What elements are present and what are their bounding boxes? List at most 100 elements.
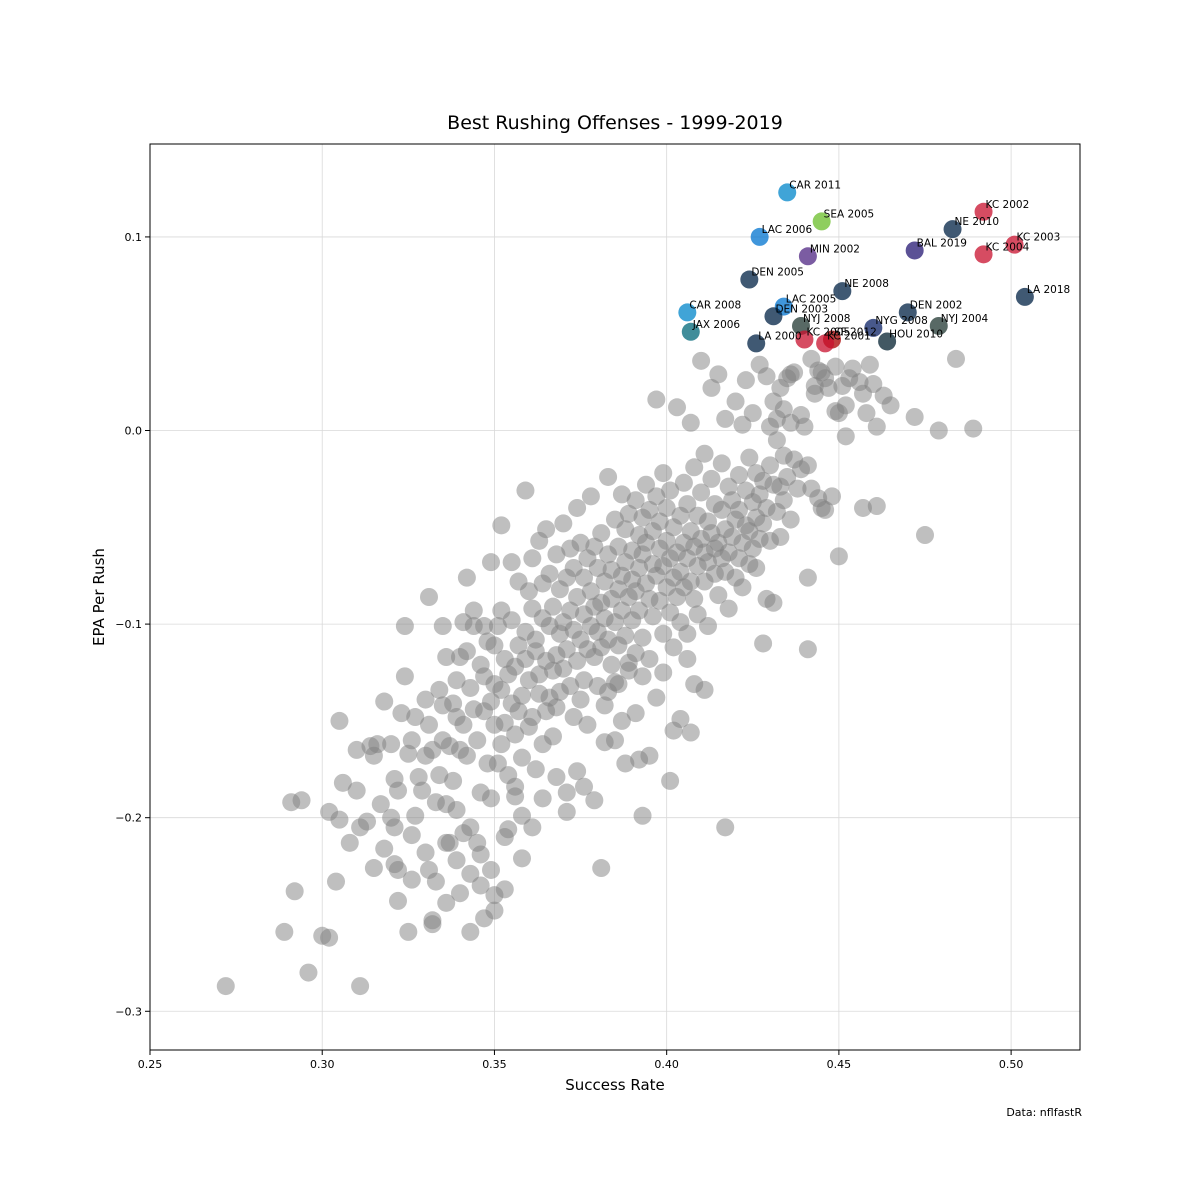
background-point <box>557 640 576 659</box>
background-point <box>819 378 838 397</box>
background-point <box>413 781 432 800</box>
background-point <box>619 661 638 680</box>
background-point <box>568 498 587 517</box>
background-point <box>964 419 983 438</box>
background-point <box>492 680 511 699</box>
background-point <box>547 768 566 787</box>
background-point <box>681 572 700 591</box>
background-point <box>402 731 421 750</box>
background-point <box>540 564 559 583</box>
background-point <box>647 390 666 409</box>
background-point <box>843 359 862 378</box>
background-point <box>678 649 697 668</box>
background-point <box>602 655 621 674</box>
background-point <box>633 667 652 686</box>
background-point <box>426 872 445 891</box>
background-point <box>547 545 566 564</box>
background-point <box>554 659 573 678</box>
background-point <box>471 845 490 864</box>
background-point <box>588 558 607 577</box>
background-point <box>482 692 500 711</box>
background-point <box>454 824 473 843</box>
background-point <box>719 477 738 496</box>
background-point <box>778 467 797 486</box>
background-point <box>519 582 538 601</box>
background-point <box>320 928 339 947</box>
background-point <box>409 768 428 787</box>
highlighted-point-label: DEN 2005 <box>751 267 804 279</box>
background-point <box>678 495 697 514</box>
background-point <box>554 514 573 533</box>
background-point <box>606 731 624 750</box>
background-point <box>798 568 817 587</box>
highlighted-point-label: KC 2004 <box>986 241 1030 253</box>
background-point <box>492 735 511 754</box>
background-point <box>647 688 666 707</box>
background-point <box>557 802 576 821</box>
background-point <box>867 497 886 516</box>
highlighted-point <box>833 282 852 301</box>
background-point <box>416 690 435 709</box>
background-point <box>557 783 576 802</box>
background-point <box>440 833 459 852</box>
background-point <box>513 748 531 767</box>
background-point <box>657 498 676 517</box>
background-point <box>661 771 680 790</box>
background-point <box>457 746 476 765</box>
background-point <box>788 479 807 498</box>
background-point <box>764 593 783 612</box>
background-point <box>340 833 359 852</box>
background-point <box>430 680 449 699</box>
background-point <box>382 735 401 754</box>
background-point <box>640 649 659 668</box>
background-point <box>451 884 469 903</box>
background-point <box>650 512 669 531</box>
y-axis-label: EPA Per Rush <box>90 548 108 646</box>
highlighted-point <box>750 227 769 246</box>
background-point <box>488 617 507 636</box>
background-point <box>712 454 731 473</box>
background-point <box>836 396 855 415</box>
background-point <box>389 860 407 879</box>
background-point <box>785 363 804 382</box>
background-point <box>430 766 449 785</box>
y-tick-label: −0.2 <box>115 812 142 825</box>
background-point <box>444 771 463 790</box>
highlighted-point-label: NE 2008 <box>844 278 889 290</box>
highlighted-point <box>878 332 897 351</box>
highlighted-point-label: HOU 2010 <box>889 328 943 340</box>
background-point <box>347 740 366 759</box>
background-point <box>685 589 704 608</box>
highlighted-point <box>929 316 948 335</box>
background-point <box>526 760 545 779</box>
background-point <box>513 686 531 705</box>
highlighted-point-label: KC 2002 <box>986 199 1030 211</box>
highlighted-point <box>943 220 962 239</box>
background-point <box>492 516 511 535</box>
highlighted-point-label: NYJ 2004 <box>941 313 989 325</box>
y-tick-label: 0.0 <box>125 425 143 438</box>
background-point <box>406 806 425 825</box>
background-point <box>836 427 855 446</box>
highlighted-point <box>974 202 993 221</box>
background-points <box>216 349 983 996</box>
chart-title: Best Rushing Offenses - 1999-2019 <box>447 112 783 134</box>
background-point <box>626 491 645 510</box>
highlighted-points <box>678 183 1034 353</box>
background-point <box>530 665 549 684</box>
background-point <box>399 744 418 763</box>
background-point <box>674 473 693 492</box>
background-point <box>526 630 545 649</box>
background-point <box>692 483 711 502</box>
background-point <box>502 611 521 630</box>
grid-lines <box>149 144 1080 1050</box>
background-point <box>743 404 762 423</box>
background-point <box>392 704 411 723</box>
background-point <box>616 520 635 539</box>
background-point <box>592 524 611 543</box>
x-tick-label: 0.50 <box>999 1058 1024 1071</box>
background-point <box>616 754 635 773</box>
background-point <box>375 839 394 858</box>
highlighted-point-label: KC 2001 <box>827 330 871 342</box>
background-point <box>537 520 556 539</box>
